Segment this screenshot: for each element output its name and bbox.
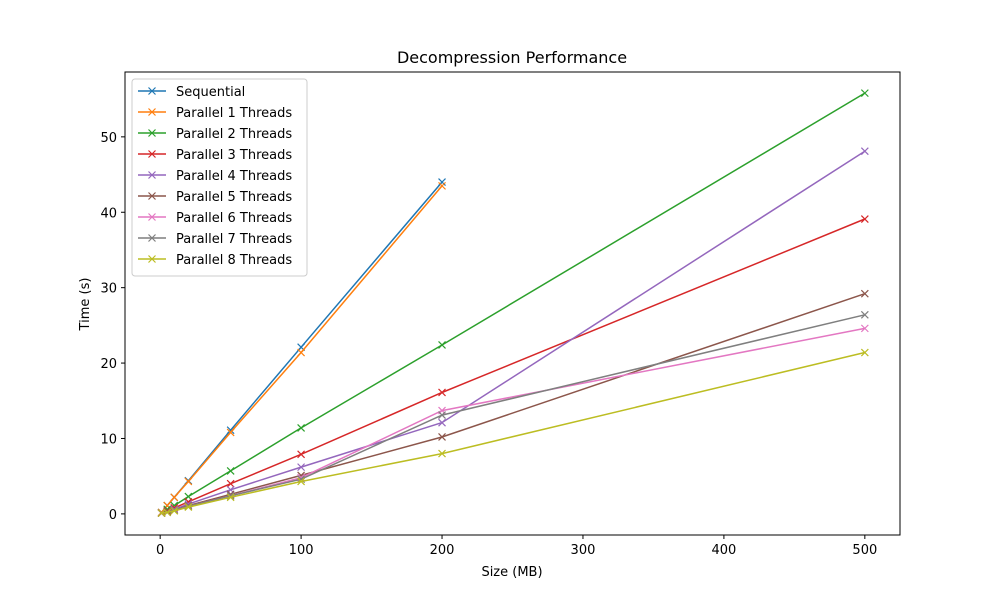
- legend-marker: [148, 255, 156, 263]
- data-point: [184, 503, 193, 512]
- y-tick-label: 30: [100, 282, 117, 297]
- x-tick-label: 300: [571, 543, 596, 558]
- y-tick-label: 40: [100, 206, 117, 221]
- data-point: [163, 508, 172, 517]
- data-point: [297, 348, 306, 357]
- legend-label: Parallel 4 Threads: [176, 169, 292, 184]
- legend-item-2: Parallel 2 Threads: [138, 127, 292, 142]
- x-tick-label: 0: [156, 543, 164, 558]
- data-point: [438, 418, 446, 427]
- data-point: [170, 493, 179, 502]
- legend-item-6: Parallel 6 Threads: [138, 211, 292, 226]
- legend-label: Parallel 3 Threads: [176, 148, 292, 163]
- legend-item-5: Parallel 5 Threads: [138, 190, 292, 205]
- y-axis-label: Time (s): [78, 278, 93, 332]
- x-tick-label: 400: [711, 543, 736, 558]
- legend-marker: [148, 234, 156, 242]
- legend-item-0: Sequential: [138, 85, 245, 100]
- data-point: [297, 477, 306, 486]
- legend-label: Parallel 2 Threads: [176, 127, 292, 142]
- axes-frame: [124, 71, 901, 536]
- legend-item-8: Parallel 8 Threads: [138, 253, 292, 268]
- data-point: [297, 423, 306, 432]
- series-5: [157, 289, 869, 518]
- data-point: [297, 450, 306, 459]
- chart-title: Decompression Performance: [397, 48, 627, 67]
- legend-label: Parallel 1 Threads: [176, 106, 292, 121]
- data-point: [184, 477, 193, 486]
- x-tick-label: 500: [852, 543, 877, 558]
- data-point: [438, 433, 446, 441]
- y-tick-label: 10: [100, 432, 117, 447]
- data-point: [860, 348, 869, 357]
- series-line: [161, 327, 865, 514]
- legend-label: Parallel 8 Threads: [176, 253, 292, 268]
- legend-marker: [148, 87, 156, 95]
- legend-item-4: Parallel 4 Threads: [138, 169, 292, 184]
- y-tick-label: 20: [100, 357, 117, 372]
- data-point: [297, 463, 306, 472]
- legend-item-7: Parallel 7 Threads: [138, 232, 292, 247]
- data-point: [860, 310, 869, 319]
- y-tick-label: 0: [109, 508, 117, 523]
- plot-area: [157, 89, 869, 518]
- legend-label: Parallel 6 Threads: [176, 211, 292, 226]
- data-point: [226, 428, 235, 437]
- legend-marker: [148, 171, 156, 179]
- data-point: [438, 181, 446, 190]
- legend-marker: [148, 192, 156, 200]
- legend-marker: [148, 108, 156, 116]
- data-point: [860, 324, 869, 333]
- data-point: [170, 506, 179, 515]
- legend-box: [131, 78, 308, 277]
- series-line: [161, 351, 865, 514]
- legend-label: Sequential: [176, 85, 245, 100]
- legend-marker: [148, 129, 156, 137]
- data-point: [438, 388, 446, 397]
- data-point: [438, 449, 446, 458]
- x-tick-label: 200: [430, 543, 455, 558]
- data-point: [860, 89, 869, 98]
- data-point: [860, 289, 869, 298]
- x-axis-label: Size (MB): [481, 565, 542, 580]
- data-point: [438, 411, 446, 420]
- legend-item-1: Parallel 1 Threads: [138, 106, 292, 121]
- legend-label: Parallel 5 Threads: [176, 190, 292, 205]
- axes: 0 100 200 300 400 500 0 10 20 30 40 50: [100, 71, 901, 558]
- series-line: [161, 314, 865, 514]
- data-point: [226, 426, 235, 435]
- data-point: [226, 479, 235, 488]
- legend-marker: [148, 213, 156, 221]
- data-point: [438, 341, 446, 349]
- series-8: [157, 348, 869, 518]
- data-point: [438, 178, 446, 187]
- y-tick-label: 50: [100, 131, 117, 146]
- series-line: [161, 292, 866, 514]
- legend-item-3: Parallel 3 Threads: [138, 148, 292, 163]
- data-point: [860, 147, 869, 156]
- legend: Sequential Parallel 1 Threads Parallel 2 T…: [131, 78, 308, 277]
- legend-label: Parallel 7 Threads: [176, 232, 292, 247]
- data-point: [226, 493, 235, 502]
- data-point: [226, 466, 235, 475]
- legend-marker: [148, 150, 156, 158]
- x-tick-label: 100: [289, 543, 314, 558]
- data-point: [860, 215, 869, 223]
